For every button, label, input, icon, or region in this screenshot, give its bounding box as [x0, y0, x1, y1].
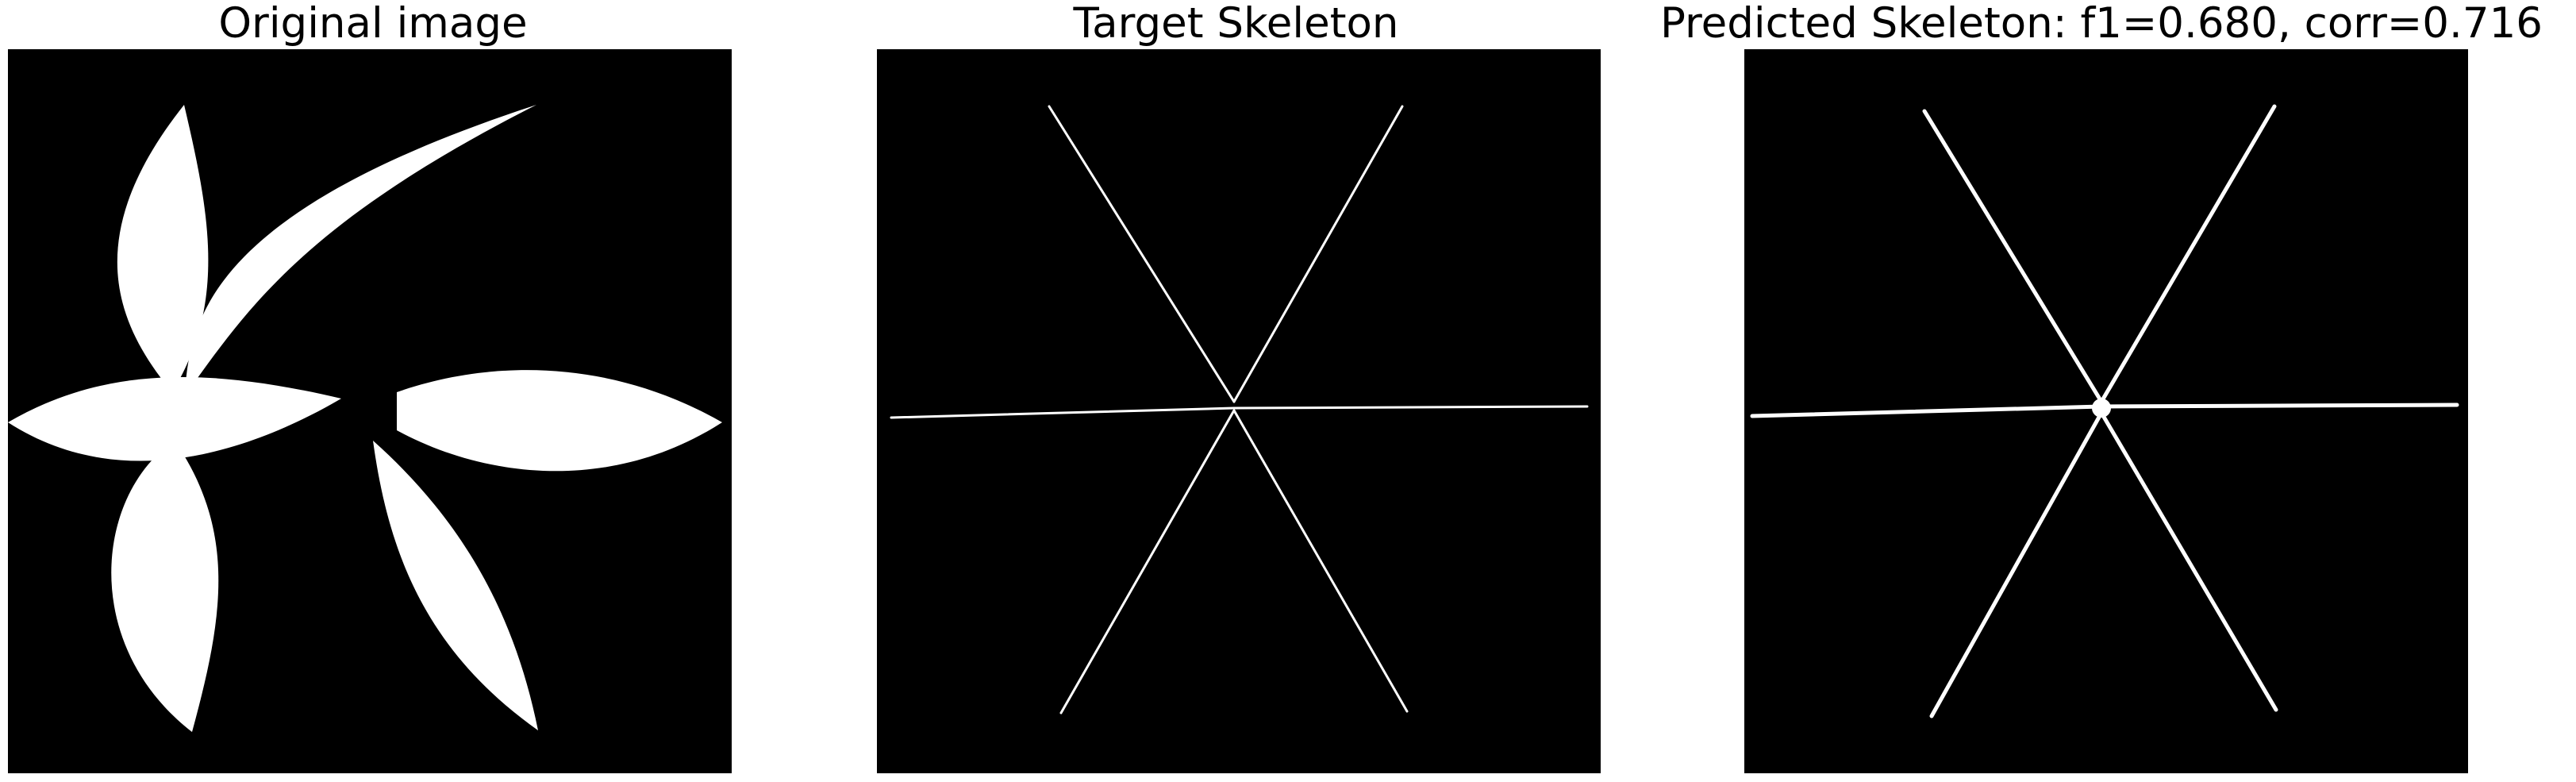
- petal-right: [397, 370, 722, 472]
- predicted-skeleton-image: [1744, 49, 2468, 773]
- original-image-panel: [8, 49, 732, 773]
- petal-bottom-right: [373, 441, 538, 730]
- target-spoke-left: [890, 406, 1236, 419]
- target-skeleton-image: [877, 49, 1601, 773]
- original-image-title: Original image: [218, 0, 528, 48]
- predicted-spoke-upper-right: [2099, 104, 2277, 404]
- target-spoke-right: [1232, 405, 1589, 410]
- target-spoke-upper-right: [1232, 105, 1404, 403]
- predicted-spoke-left: [1750, 404, 2104, 418]
- target-spoke-lower-right: [1232, 409, 1409, 713]
- petal-left: [8, 376, 341, 461]
- predicted-center-blob: [2092, 399, 2111, 418]
- petal-bottom-left: [111, 441, 219, 732]
- flower-image: [8, 49, 732, 773]
- target-spoke-lower-left: [1059, 409, 1236, 715]
- predicted-spoke-lower-left: [1929, 410, 2104, 718]
- predicted-spoke-right: [2099, 403, 2459, 409]
- predicted-skeleton-panel: [1744, 49, 2468, 773]
- target-spoke-upper-left: [1048, 105, 1236, 403]
- predicted-spoke-lower-right: [2099, 410, 2278, 712]
- target-skeleton-title: Target Skeleton: [1073, 0, 1399, 48]
- predicted-spoke-upper-left: [1922, 109, 2104, 404]
- target-background: [877, 49, 1601, 773]
- predicted-skeleton-title: Predicted Skeleton: f1=0.680, corr=0.716: [1659, 0, 2543, 48]
- petal-top-left: [117, 105, 209, 392]
- target-skeleton-panel: [877, 49, 1601, 773]
- petal-top-right: [185, 105, 536, 395]
